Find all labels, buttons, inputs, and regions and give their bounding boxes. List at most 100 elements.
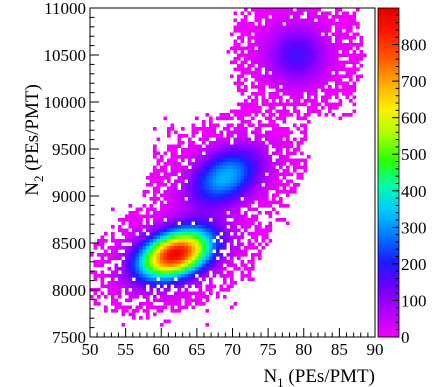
heat-cell <box>265 123 269 128</box>
heat-cell <box>349 78 353 82</box>
heat-cell <box>240 169 245 173</box>
heat-cell <box>268 162 273 166</box>
heat-cell <box>146 239 150 243</box>
heat-cell <box>251 165 255 170</box>
heat-cell <box>254 207 259 212</box>
heat-cell <box>268 200 273 205</box>
color-scale-swatch <box>378 331 399 335</box>
heat-cell <box>223 127 227 131</box>
heat-cell <box>237 141 241 145</box>
heat-cell <box>118 256 122 261</box>
heat-cell <box>233 235 238 240</box>
heat-cell <box>279 71 283 75</box>
heat-cell <box>275 109 280 114</box>
heat-cell <box>303 116 308 121</box>
heat-cell <box>247 207 252 212</box>
heat-cell <box>328 18 332 23</box>
heat-cell <box>191 144 196 149</box>
heat-cell <box>317 81 322 86</box>
heat-cell <box>132 291 136 296</box>
heat-cell <box>209 148 213 152</box>
heat-cell <box>247 57 252 61</box>
heat-cell <box>314 92 318 96</box>
heat-cell <box>160 204 164 208</box>
heat-cell <box>205 193 210 198</box>
heat-cell <box>282 102 287 107</box>
heat-cell <box>275 39 280 44</box>
heat-cell <box>251 179 255 184</box>
heat-cell <box>345 25 350 30</box>
y-tick-label: 10500 <box>44 46 87 65</box>
color-scale-swatch <box>378 205 399 209</box>
heat-cell <box>121 281 126 285</box>
heat-cell <box>198 144 203 149</box>
heat-cell <box>233 162 238 166</box>
heat-cell <box>216 228 220 233</box>
heat-cell <box>135 253 140 257</box>
heat-cell <box>279 218 283 222</box>
heat-cell <box>181 218 185 222</box>
heat-cell <box>202 176 206 180</box>
heat-cell <box>216 179 220 184</box>
heat-cell <box>321 99 325 103</box>
heat-cell <box>174 232 178 236</box>
heat-cell <box>139 221 143 226</box>
heat-cell <box>233 67 238 72</box>
heat-cell <box>324 50 329 54</box>
heat-cell <box>170 246 175 250</box>
heat-cell <box>296 43 301 47</box>
heat-cell <box>293 60 297 65</box>
heat-cell <box>247 25 252 30</box>
heat-cell <box>254 71 259 75</box>
heat-cell <box>247 95 252 100</box>
heat-cell <box>128 239 133 243</box>
heat-cell <box>149 176 154 180</box>
heat-cell <box>121 309 126 313</box>
heat-cell <box>258 228 262 233</box>
heat-cell <box>296 11 301 16</box>
color-scale-swatch <box>378 199 399 204</box>
heat-cell <box>219 204 224 208</box>
heat-cell <box>198 256 203 261</box>
heat-cell <box>202 190 206 194</box>
heat-cell <box>300 36 304 40</box>
heat-cell <box>240 120 245 124</box>
heat-cell <box>254 95 259 100</box>
heat-cell <box>349 25 353 30</box>
heat-cell <box>261 239 266 243</box>
heat-cell <box>279 179 283 184</box>
color-scale-swatch <box>378 284 399 289</box>
heat-cell <box>268 186 273 191</box>
heat-cell <box>324 99 329 103</box>
heat-cell <box>170 249 175 254</box>
color-scale-swatch <box>378 68 399 72</box>
heat-cell <box>188 221 192 226</box>
heat-cell <box>100 281 105 285</box>
heat-cell <box>317 29 322 33</box>
heat-cell <box>209 197 213 201</box>
color-scale-swatch <box>378 175 399 179</box>
heat-cell <box>261 172 266 177</box>
heat-cell <box>338 8 343 12</box>
heat-cell <box>135 246 140 250</box>
heat-cell <box>149 179 154 184</box>
heat-cell <box>202 137 206 142</box>
heat-cell <box>307 95 311 100</box>
heat-cell <box>321 39 325 44</box>
heat-cell <box>135 228 140 233</box>
heat-cell <box>265 158 269 163</box>
heat-cell <box>111 291 115 296</box>
heat-cell <box>265 99 269 103</box>
heat-cell <box>247 50 252 54</box>
heat-cell <box>314 60 318 65</box>
heat-cell <box>111 270 115 275</box>
color-scale-swatch <box>378 219 399 223</box>
heat-cell <box>167 239 171 243</box>
heat-cell <box>258 204 262 208</box>
heat-cell <box>191 197 196 201</box>
color-scale-swatch <box>378 183 399 187</box>
heat-cell <box>163 183 168 187</box>
heat-cell <box>300 85 304 89</box>
heat-cell <box>268 39 273 44</box>
heat-cell <box>125 253 129 257</box>
